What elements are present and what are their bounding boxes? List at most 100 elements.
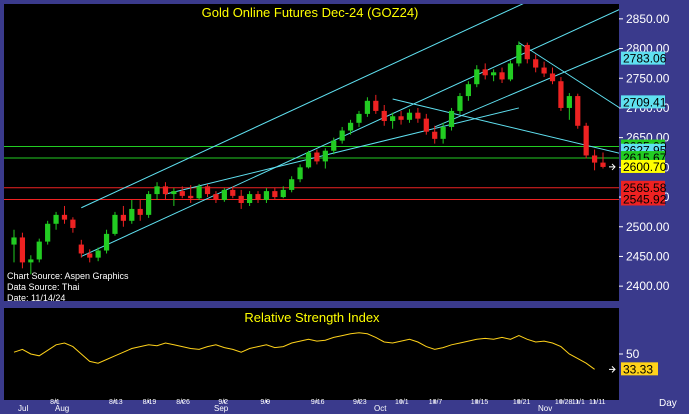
candle-body: [154, 186, 160, 195]
candle-body: [406, 112, 413, 120]
candle-body: [465, 84, 471, 97]
price-y-tick-label: 2400.00: [626, 279, 670, 293]
price-y-tick-label: 2750.00: [626, 71, 670, 85]
candle-body: [11, 237, 17, 245]
candle-body: [162, 186, 169, 195]
x-tick-label: 10/28: [555, 399, 573, 406]
candle-body: [78, 244, 84, 254]
price-label-text: 2783.06: [623, 52, 667, 66]
price-label-text: 2600.70: [623, 160, 667, 174]
price-label-box: [621, 180, 665, 194]
candle-body: [297, 167, 303, 180]
price-y-tick-label: 2850.00: [626, 12, 670, 26]
candle-body: [28, 259, 34, 263]
month-label: Aug: [55, 404, 69, 413]
candle-body: [19, 237, 26, 263]
trend-channel-line: [392, 98, 619, 154]
month-label: Oct: [374, 404, 387, 413]
candle-body: [440, 126, 446, 139]
candle-body: [432, 131, 438, 139]
candle-body: [600, 162, 606, 167]
candle-body: [364, 100, 371, 114]
candle-body: [137, 208, 143, 215]
candle-body: [230, 189, 236, 196]
candle-body: [204, 186, 211, 195]
candle-body: [390, 116, 396, 122]
period-label: Day: [659, 398, 677, 409]
candle-body: [339, 130, 345, 141]
candle-body: [129, 208, 135, 221]
candle-body: [238, 195, 244, 203]
candle-body: [36, 241, 42, 260]
x-tick-label: 9/16: [311, 399, 325, 406]
candle-body: [305, 152, 312, 168]
candle-body: [381, 110, 387, 122]
date-text: Date: 11/14/24: [7, 293, 65, 303]
x-tick-label: 9/2: [218, 399, 228, 406]
x-tick-label: 8/26: [176, 399, 190, 406]
x-tick-label: 11/1: [572, 399, 585, 406]
trend-channel-line: [81, 9, 619, 257]
candle-body: [103, 233, 110, 251]
candle-body: [482, 69, 488, 76]
candle-body: [171, 191, 177, 195]
month-label: Sep: [214, 404, 229, 413]
data-source-text: Data Source: Thai: [7, 282, 79, 292]
candle-body: [146, 194, 152, 215]
candle-body: [246, 194, 253, 203]
candle-body: [331, 140, 337, 151]
x-tick-label: 9/23: [353, 399, 367, 406]
candle-body: [398, 116, 404, 120]
price-label-text: 2565.58: [623, 181, 667, 195]
x-tick-label: 8/1: [50, 399, 60, 406]
candle-body: [558, 81, 564, 108]
candle-body: [507, 63, 514, 80]
trend-channel-line: [518, 42, 619, 109]
candle-body: [255, 194, 261, 201]
candle-body: [213, 194, 219, 201]
candle-body: [541, 67, 547, 74]
candle-body: [524, 44, 530, 60]
rsi-panel: [4, 308, 619, 400]
candle-body: [549, 73, 556, 82]
candle-body: [120, 214, 126, 221]
candle-body: [314, 152, 320, 162]
candle-body: [583, 125, 589, 156]
price-label-text: 2709.41: [623, 95, 667, 109]
x-tick-label: 8/19: [143, 399, 157, 406]
price-label-box: [621, 192, 665, 206]
candle-body: [70, 219, 76, 228]
candle-body: [415, 112, 421, 119]
candle-body: [53, 214, 59, 224]
rsi-line: [13, 332, 595, 370]
chart-source-text: Chart Source: Aspen Graphics: [7, 271, 129, 281]
candle-body: [112, 214, 118, 234]
x-tick-label: 10/15: [471, 399, 489, 406]
candle-body: [263, 191, 270, 201]
rsi-last-arrow: [609, 365, 616, 373]
candle-body: [575, 96, 581, 126]
price-label-box: [621, 95, 665, 109]
candle-body: [179, 191, 185, 196]
candle-body: [591, 155, 598, 163]
candle-body: [516, 44, 522, 64]
price-y-tick-label: 2500.00: [626, 220, 670, 234]
rsi-y-tick-label: 50: [626, 347, 640, 361]
candle-body: [499, 72, 505, 80]
trend-channel-line: [81, 4, 524, 209]
last-price-arrow: [609, 163, 616, 171]
rsi-chart-title: Relative Strength Index: [244, 310, 380, 325]
x-tick-label: 11/11: [589, 399, 606, 406]
candle-body: [533, 59, 539, 68]
candle-body: [188, 195, 194, 199]
candle-body: [87, 253, 93, 258]
x-tick-label: 8/13: [109, 399, 123, 406]
price-y-tick-label: 2450.00: [626, 249, 670, 263]
candle-body: [280, 189, 286, 198]
x-tick-label: 10/21: [513, 399, 531, 406]
month-label: Nov: [538, 404, 552, 413]
candle-body: [45, 223, 51, 242]
candle-body: [474, 69, 480, 85]
